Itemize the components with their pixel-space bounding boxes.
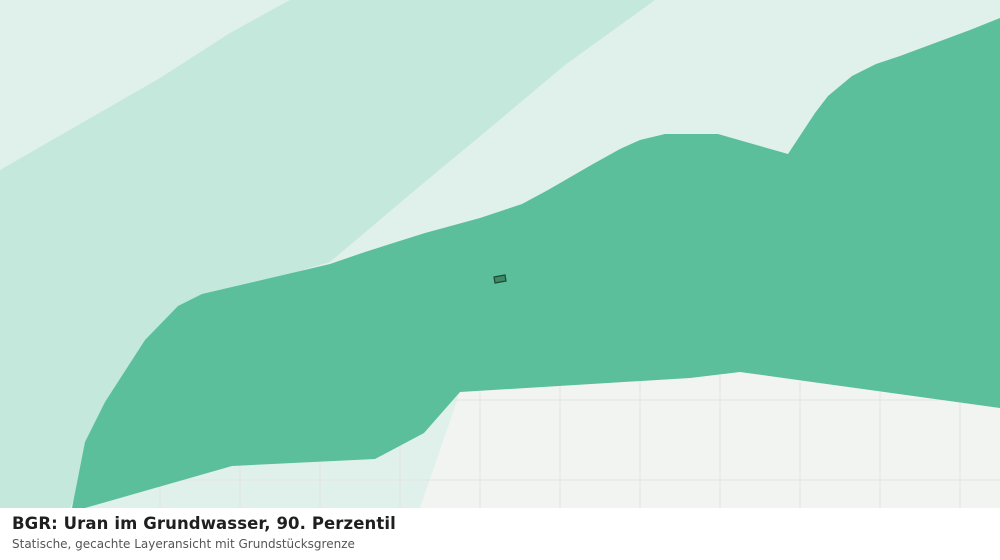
caption-title: BGR: Uran im Grundwasser, 90. Perzentil [12, 514, 396, 533]
map-caption: BGR: Uran im Grundwasser, 90. Perzentil … [0, 508, 1000, 560]
map-svg [0, 0, 1000, 508]
low-class-zone [0, 0, 655, 508]
main-class-zone [72, 18, 1000, 508]
no-data-area [420, 372, 1000, 508]
map-canvas[interactable] [0, 0, 1000, 508]
parcel-boundary[interactable] [493, 274, 507, 284]
caption-subtitle: Statische, gecachte Layeransicht mit Gru… [12, 537, 355, 551]
map-grid [130, 375, 1000, 508]
